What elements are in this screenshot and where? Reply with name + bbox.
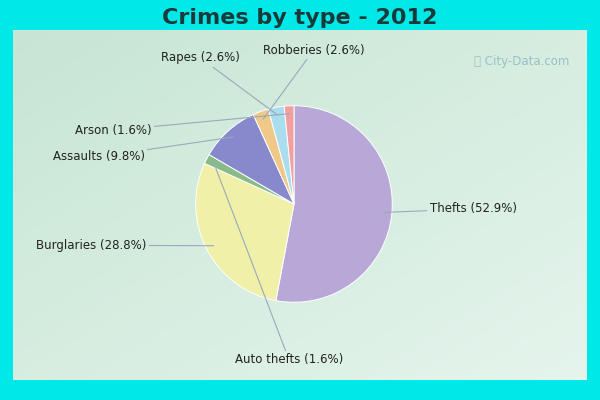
Wedge shape	[209, 114, 294, 204]
Wedge shape	[284, 106, 294, 204]
Text: Auto thefts (1.6%): Auto thefts (1.6%)	[214, 162, 343, 366]
Wedge shape	[205, 154, 294, 204]
Text: Assaults (9.8%): Assaults (9.8%)	[53, 137, 233, 163]
Wedge shape	[268, 106, 294, 204]
Text: Crimes by type - 2012: Crimes by type - 2012	[163, 8, 437, 28]
Text: Thefts (52.9%): Thefts (52.9%)	[384, 202, 517, 216]
Wedge shape	[276, 106, 392, 302]
Text: Rapes (2.6%): Rapes (2.6%)	[161, 52, 278, 115]
Wedge shape	[196, 163, 294, 300]
Text: Robberies (2.6%): Robberies (2.6%)	[263, 44, 364, 119]
Text: Arson (1.6%): Arson (1.6%)	[75, 114, 289, 137]
Text: ⓘ City-Data.com: ⓘ City-Data.com	[474, 54, 569, 68]
Wedge shape	[253, 109, 294, 204]
Text: Burglaries (28.8%): Burglaries (28.8%)	[36, 239, 214, 252]
